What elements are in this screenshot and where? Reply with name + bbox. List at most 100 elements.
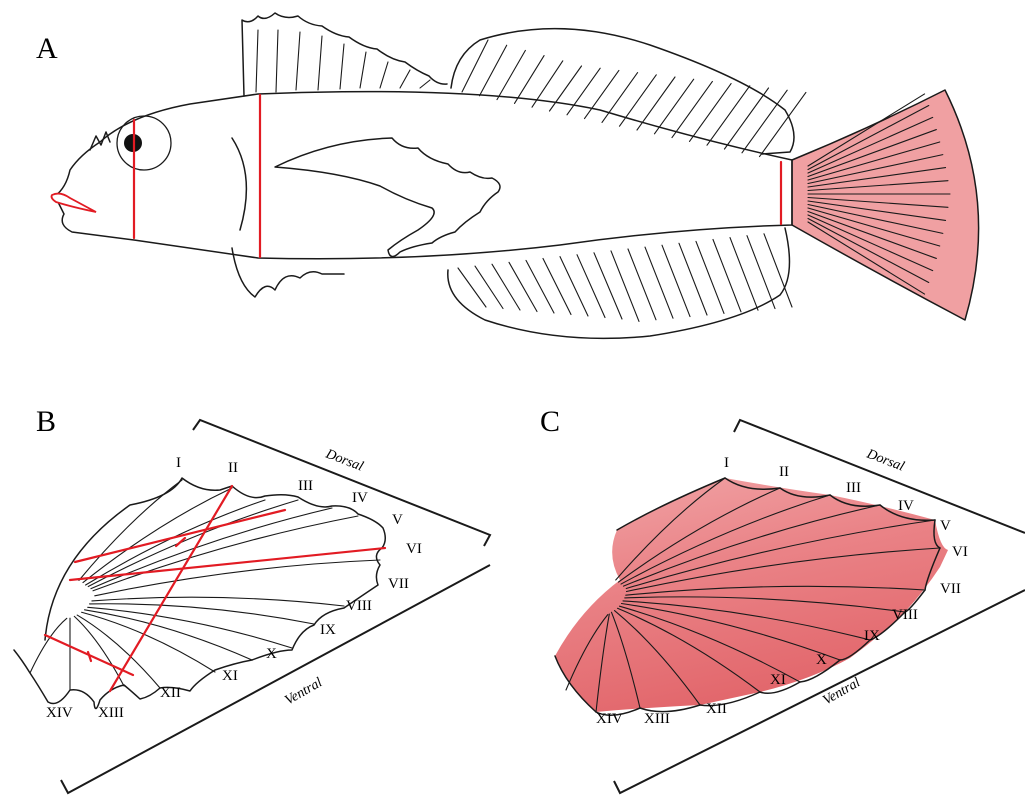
fin-edge-scallop xyxy=(924,547,941,591)
fin-edge-scallop xyxy=(904,589,926,613)
orientation-bracket-b xyxy=(60,418,492,795)
fin-ray xyxy=(87,499,299,588)
fin-ray xyxy=(620,494,831,585)
fin-edge-scallop xyxy=(869,611,906,641)
dorsal-fin-ray xyxy=(653,78,695,135)
dorsal-fin-ray xyxy=(706,85,751,146)
panel-b-letter: B xyxy=(36,405,56,438)
anal-fin-ray xyxy=(627,248,657,321)
panel-b: B Dorsal Ventral I IIIIIIVVVIVIIVIIIIXXXI… xyxy=(13,405,492,795)
fin-edge-scallop xyxy=(759,681,801,694)
fin-edge-scallop xyxy=(699,691,761,707)
ray-label-12: XII xyxy=(706,701,727,717)
caudal-fin-ray xyxy=(807,116,934,174)
fin-edge-scallop xyxy=(639,704,701,713)
ray-label-10: X xyxy=(816,652,827,668)
orientation-bracket-c xyxy=(613,418,1025,795)
caudal-fin-ray xyxy=(807,180,949,192)
fin-ray xyxy=(625,547,941,593)
ray-label-9: IX xyxy=(864,628,880,644)
ray-label-1: I xyxy=(724,455,729,471)
ray-label-11: XI xyxy=(222,668,238,684)
fin-ray xyxy=(94,559,381,597)
ray-label-6: VI xyxy=(952,544,968,560)
caudal-fin-ray xyxy=(807,221,926,295)
anal-fin-ray xyxy=(729,237,759,311)
fish-body xyxy=(50,90,793,298)
anal-fin-ray xyxy=(457,267,487,308)
fin-edge-scallop xyxy=(779,487,831,498)
ray-label-2: II xyxy=(228,460,238,476)
ray-label-6: VI xyxy=(406,541,422,557)
dorsal-fin-ray xyxy=(275,29,279,93)
pelvic-fin xyxy=(231,247,345,298)
dorsal-fin-ray xyxy=(496,49,526,101)
dorsal-fin-ray xyxy=(317,35,323,91)
second-dorsal-fin xyxy=(450,27,807,158)
fin-ray xyxy=(81,611,216,673)
panel-a-letter: A xyxy=(36,32,58,65)
anal-fin-ray xyxy=(508,261,538,313)
caudal-fin xyxy=(780,89,980,321)
fin-edge-scallop xyxy=(933,519,941,549)
fin-ray xyxy=(565,614,609,691)
fin-ray xyxy=(90,507,333,590)
dorsal-fin-ray xyxy=(295,31,301,91)
ray-label-14: XIV xyxy=(46,705,73,721)
fin-edge-scallop xyxy=(724,477,781,490)
caudal-fin-ray xyxy=(807,154,944,185)
dorsal-fin-ray xyxy=(548,65,583,112)
lip xyxy=(50,192,97,213)
anal-fin-ray xyxy=(542,257,572,316)
fin-ray xyxy=(615,477,726,581)
ray-label-4: IV xyxy=(898,498,914,514)
ray-label-8: VIII xyxy=(346,598,372,614)
fin-ray xyxy=(87,606,293,649)
first-dorsal-fin xyxy=(241,12,448,97)
fin-edge-scallop xyxy=(595,707,641,716)
dorsal-fin-ray xyxy=(513,55,545,104)
caudal-fin-ray xyxy=(807,217,930,284)
caudal-peduncle-gap xyxy=(780,160,790,226)
dorsal-fin-ray xyxy=(618,74,657,127)
dorsal-fin-ray xyxy=(379,61,389,89)
caudal-fin-ray xyxy=(807,207,941,247)
anal-fin-ray xyxy=(559,256,589,317)
ray-label-5: V xyxy=(940,518,951,534)
fin-edge-scallop xyxy=(839,639,871,661)
ray-label-9: IX xyxy=(320,622,336,638)
dorsal-fin-ray xyxy=(419,79,431,89)
dorsal-fin-ray xyxy=(723,87,770,150)
dorsal-label-c: Dorsal xyxy=(864,446,907,474)
ray-label-4: IV xyxy=(352,490,368,506)
dorsal-fin-ray xyxy=(566,67,601,116)
caudal-fin-ray xyxy=(807,166,947,188)
caudal-fin-ray xyxy=(807,196,949,208)
anal-fin-ray xyxy=(610,250,640,322)
anal-fin-ray xyxy=(525,259,555,314)
anal-fin-ray xyxy=(661,244,691,318)
ray-label-11: XI xyxy=(770,672,786,688)
fin-ray xyxy=(88,603,315,625)
anal-fin-ray xyxy=(474,265,504,310)
ray-label-8: VIII xyxy=(892,607,918,623)
dorsal-fin-ray xyxy=(399,69,411,89)
ray-label-12: XII xyxy=(160,685,181,701)
fin-edge-scallop xyxy=(879,504,936,522)
caudal-fin-ray xyxy=(807,93,926,167)
dorsal-fin-ray xyxy=(671,80,713,139)
ray-label-14: XIV xyxy=(596,711,623,727)
dorsal-fin-ray xyxy=(583,69,620,120)
fin-ray xyxy=(82,487,233,584)
ray-label-5: V xyxy=(392,512,403,528)
anal-fin-ray xyxy=(746,235,776,310)
fin-ray xyxy=(78,479,183,581)
caudal-fin-ray xyxy=(807,141,941,181)
dorsal-fin-ray xyxy=(255,29,259,93)
ventral-label-c: Ventral xyxy=(821,675,864,708)
caudal-fin-ray xyxy=(807,128,937,178)
fin-ray xyxy=(92,515,359,592)
dorsal-fin-ray xyxy=(636,76,676,131)
